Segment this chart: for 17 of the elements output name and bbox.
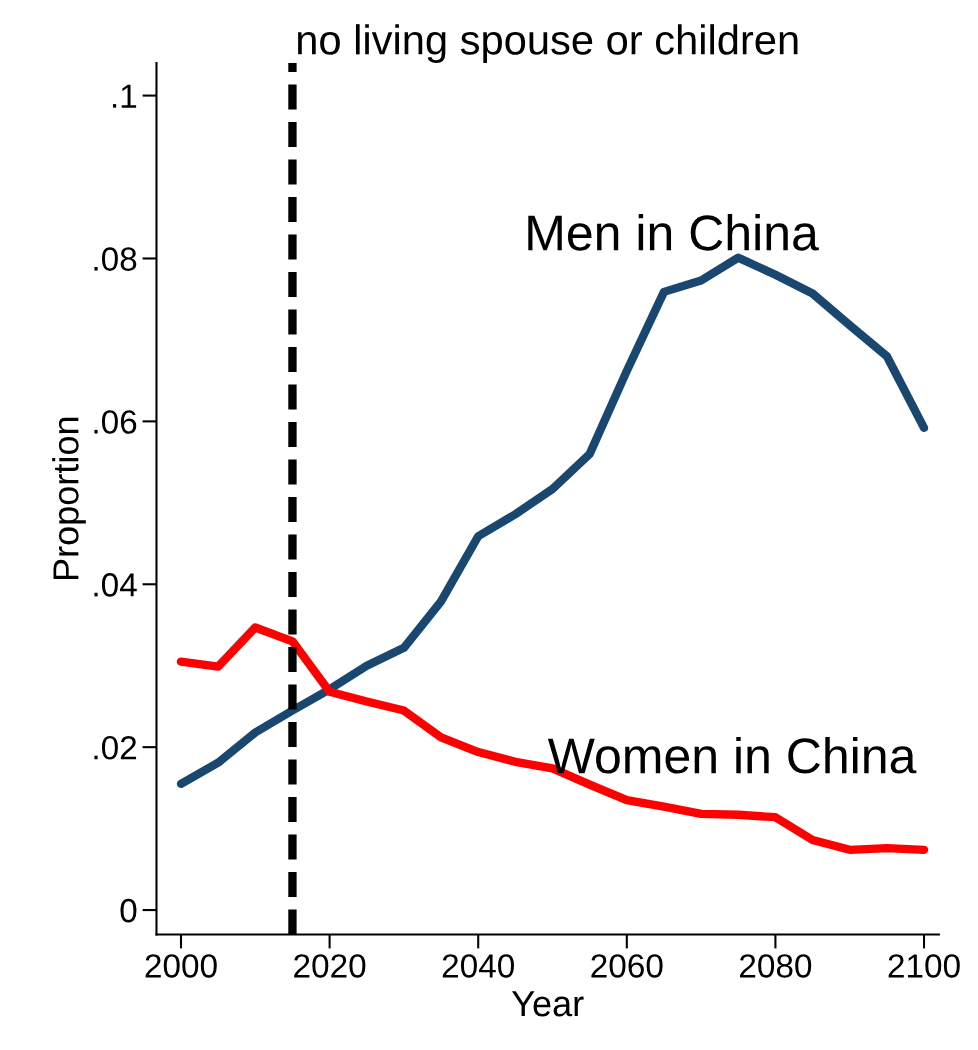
x-tick-label: 2060: [591, 954, 663, 978]
series-label: Women in China: [547, 736, 917, 774]
x-axis-title: Year: [511, 991, 584, 1017]
y-tick-label: .1: [112, 84, 137, 108]
x-tick-label: 2020: [294, 954, 366, 978]
y-tick-label: .02: [94, 735, 137, 760]
y-tick-label: .06: [94, 410, 137, 434]
series-label: Men in China: [528, 214, 819, 251]
chart-title: no living spouse or children: [298, 24, 798, 63]
x-tick-label: 2000: [145, 954, 217, 978]
x-tick-label: 2080: [740, 954, 812, 978]
y-axis-title: Proportion: [52, 417, 86, 580]
x-tick-label: 2100: [888, 954, 960, 978]
y-tick-label: .04: [94, 573, 137, 597]
y-tick-label: .08: [94, 247, 137, 271]
x-tick-label: 2040: [442, 954, 514, 978]
y-tick-label: 0: [120, 898, 137, 923]
